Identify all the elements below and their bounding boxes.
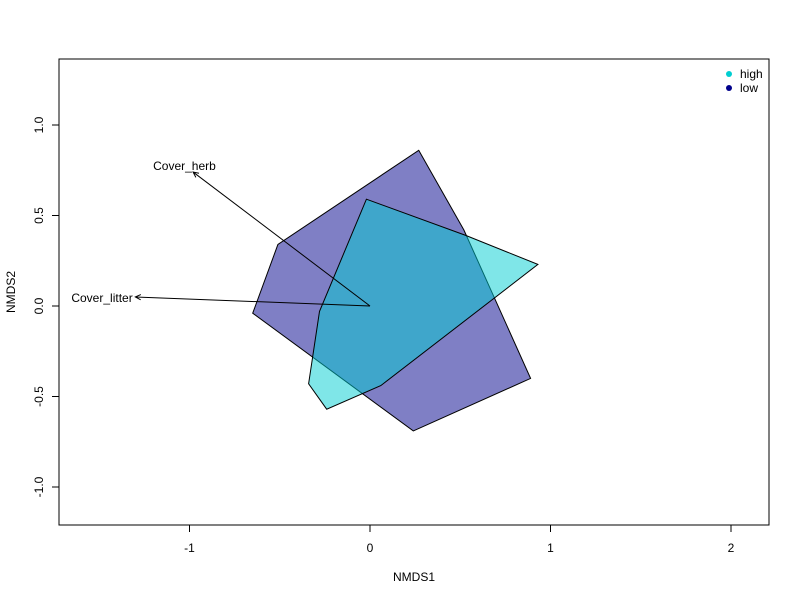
x-tick-label: 0	[367, 541, 374, 555]
envfit-vectors: Cover_herb Cover_litter	[71, 159, 371, 307]
y-axis: -1.0 -0.5 0.0 0.5 1.0	[32, 116, 60, 497]
vector-label-Cover_litter: Cover_litter	[71, 291, 132, 305]
y-tick-label: 0.5	[32, 207, 46, 224]
vector-arrow-Cover_litter	[135, 296, 371, 307]
x-tick-label: -1	[184, 541, 195, 555]
hull-polygons	[252, 149, 539, 432]
vector-arrow-Cover_herb	[192, 171, 371, 307]
y-tick-label: -0.5	[32, 386, 46, 407]
vector-arrowhead-Cover_herb	[192, 171, 200, 178]
legend-marker-low	[726, 85, 732, 91]
x-tick-label: 2	[728, 541, 735, 555]
legend-label-low: low	[740, 81, 758, 95]
vector-arrowhead-Cover_litter	[134, 294, 142, 301]
x-axis: -1 0 1 2	[184, 524, 735, 555]
y-tick-label: -1.0	[32, 476, 46, 497]
hull-polygon-high	[308, 198, 539, 410]
y-tick-label: 1.0	[32, 116, 46, 133]
y-axis-label: NMDS2	[4, 271, 18, 313]
y-tick-label: 0.0	[32, 297, 46, 314]
x-axis-label: NMDS1	[393, 570, 435, 584]
legend-label-high: high	[740, 67, 763, 81]
x-tick-label: 1	[547, 541, 554, 555]
vector-label-Cover_herb: Cover_herb	[153, 159, 216, 173]
legend-marker-high	[726, 71, 732, 77]
